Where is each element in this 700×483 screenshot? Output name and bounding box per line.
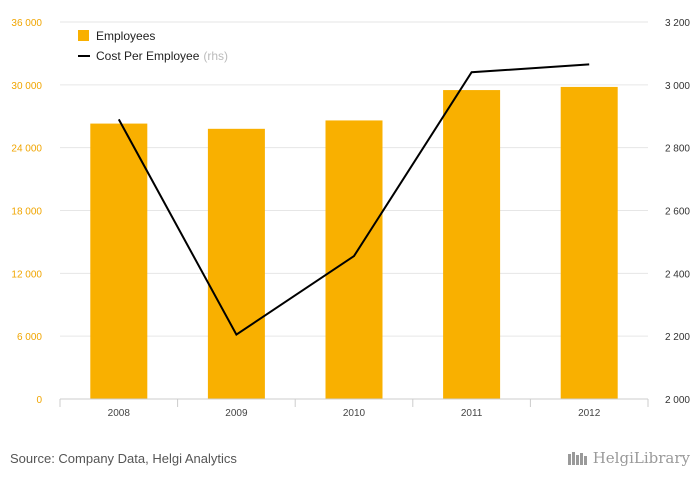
logo-text: HelgiLibrary (592, 449, 690, 467)
bar-2008 (90, 123, 148, 399)
left-tick-label: 12 000 (11, 269, 42, 280)
left-tick-label: 6 000 (17, 332, 42, 343)
legend-label-employees: Employees (96, 29, 155, 43)
right-tick-label: 2 200 (665, 332, 690, 343)
right-tick-label: 2 800 (665, 144, 690, 155)
right-tick-label: 3 200 (665, 18, 690, 29)
x-tick-label: 2012 (578, 408, 601, 419)
source-note: Source: Company Data, Helgi Analytics (10, 451, 237, 466)
legend: Employees Cost Per Employee (rhs) (78, 29, 228, 63)
left-tick-label: 0 (36, 395, 42, 406)
helgi-library-logo: HelgiLibrary (567, 449, 690, 467)
x-tick-label: 2011 (461, 408, 483, 419)
legend-label-cost-suffix: (rhs) (203, 49, 228, 63)
bar-series (90, 86, 618, 400)
line-series (117, 63, 590, 337)
x-tick-label: 2008 (108, 408, 131, 419)
left-tick-label: 30 000 (11, 81, 42, 92)
bar-2010 (325, 120, 383, 399)
left-tick-label: 24 000 (11, 144, 42, 155)
right-axis: 2 000 2 200 2 400 2 600 2 800 3 000 3 200 (665, 18, 690, 406)
chart: 0 6 000 12 000 18 000 24 000 30 000 36 000 2 0… (11, 18, 690, 419)
right-tick-label: 3 000 (665, 81, 690, 92)
right-tick-label: 2 600 (665, 207, 690, 218)
right-tick-label: 2 400 (665, 269, 690, 280)
x-tick-label: 2010 (343, 408, 366, 419)
legend-label-cost-name: Cost Per Employee (96, 49, 200, 63)
bar-2009 (207, 128, 265, 400)
x-tick-label: 2009 (225, 408, 248, 419)
right-tick-label: 2 000 (665, 395, 690, 406)
x-axis: 2008 2009 2010 2011 2012 (59, 398, 649, 419)
library-icon (567, 452, 587, 465)
left-tick-label: 36 000 (11, 18, 42, 29)
left-axis: 0 6 000 12 000 18 000 24 000 30 000 36 000 (11, 18, 42, 406)
legend-label-cost-per-employee: Cost Per Employee (rhs) (96, 49, 228, 63)
left-tick-label: 18 000 (11, 207, 42, 218)
bar-2011 (443, 90, 501, 399)
legend-swatch-employees (78, 30, 89, 41)
bar-2012 (560, 86, 618, 399)
